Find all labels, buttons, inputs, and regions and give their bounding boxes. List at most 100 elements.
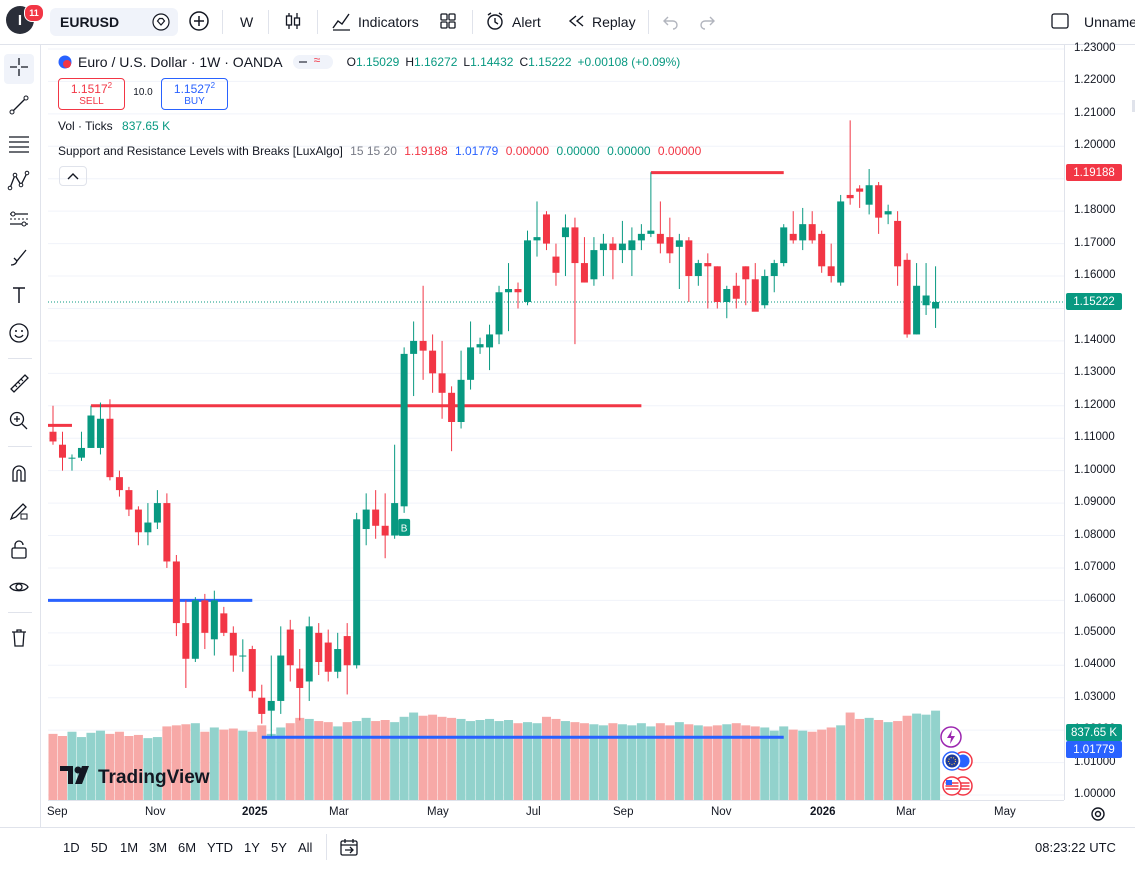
fib-tool[interactable] [4,130,34,160]
break-marker-label: B [401,523,408,534]
range-button-3m[interactable]: 3M [149,840,168,855]
chart-type-button[interactable] [282,8,304,36]
volume-bar [171,725,181,800]
redo-icon [698,11,718,34]
candle-body [552,256,560,273]
range-button-6m[interactable]: 6M [178,840,197,855]
candle-body [865,185,873,205]
symbol-search-button[interactable]: EURUSD [50,8,178,36]
drawing-mode-tool[interactable] [4,498,34,528]
volume-bar [304,718,314,800]
diamond-icon [152,13,170,31]
emoji-tool[interactable] [4,320,34,350]
range-button-1d[interactable]: 1D [63,840,80,855]
volume-bar [48,733,58,800]
undo-button[interactable] [660,8,680,36]
buy-price: 1.1527 [173,82,211,96]
range-button-5y[interactable]: 5Y [271,840,287,855]
volume-bar [598,725,608,800]
candle-body [675,240,683,247]
lightning-icon[interactable] [940,726,962,748]
candle-body [628,240,636,251]
time-axis[interactable] [48,800,1064,827]
volume-bar [788,729,798,800]
forecast-tool[interactable] [4,206,34,236]
volume-bar [608,723,618,800]
time-tick-label: May [427,806,449,818]
events-flags-icon[interactable] [941,750,975,772]
price-tick-label: 1.10000 [1074,463,1116,476]
measure-tool[interactable] [4,370,34,400]
price-tick-label: 1.20000 [1074,139,1116,152]
divider [317,10,318,34]
scroll-handle[interactable] [1132,100,1135,112]
layouts-button[interactable] [438,8,458,36]
volume-bar [466,721,476,800]
hide-drawings-tool[interactable] [4,574,34,604]
price-tick-label: 1.18000 [1074,204,1116,217]
candle-body [827,266,835,277]
candle-body [524,240,531,302]
volume-bar [826,727,836,800]
sell-button[interactable]: 1.15172 SELL [58,78,125,110]
price-tick-label: 1.12000 [1074,398,1116,411]
divider [8,358,32,359]
indicator-value: 0.00000 [607,144,651,158]
volume-legend[interactable]: Vol · Ticks 837.65 K [58,119,170,133]
volume-bar [257,725,267,800]
volume-bar [893,721,903,800]
crosshair-tool[interactable] [4,54,34,84]
remove-drawings-tool[interactable] [4,624,34,654]
alert-button[interactable]: Alert [484,8,541,36]
candle-body [201,600,209,633]
indicator-legend[interactable]: Support and Resistance Levels with Break… [58,144,701,158]
pattern-icon [7,170,31,197]
collapse-legend-button[interactable] [59,166,87,186]
volume-bar [760,727,770,800]
volume-bar [342,722,352,800]
candle-body [808,224,816,241]
interval-button[interactable]: W [240,8,253,36]
divider [268,10,269,34]
range-button-all[interactable]: All [298,840,313,855]
alarm-clock-icon [484,10,506,35]
replay-button[interactable]: Replay [566,8,636,36]
indicators-button[interactable]: Indicators [330,8,419,36]
range-button-1y[interactable]: 1Y [244,840,260,855]
volume-bar [95,730,105,800]
last-price-tag: 1.15222 [1066,293,1122,311]
candle-body [391,503,399,536]
price-tick-label: 1.01000 [1074,755,1116,768]
support-price-tag: 1.01779 [1066,741,1122,758]
magnet-tool[interactable] [4,460,34,490]
range-button-1m[interactable]: 1M [120,840,139,855]
compare-add-button[interactable] [187,8,211,36]
trend-line-tool[interactable] [4,92,34,122]
zoom-tool[interactable] [4,408,34,438]
go-to-date-icon[interactable] [338,836,360,858]
volume-bar [333,726,343,800]
us-events-icon[interactable] [941,775,975,797]
text-tool[interactable] [4,282,34,312]
candle-body [761,276,769,306]
price-scale[interactable] [1064,45,1135,800]
volume-bar [674,722,684,800]
buy-button[interactable]: 1.15272 BUY [161,78,228,110]
clock[interactable]: 08:23:22 UTC [1035,840,1116,855]
volume-bar [485,718,495,800]
price-chart[interactable]: B [48,45,1064,800]
brush-tool[interactable] [4,244,34,274]
status-pill[interactable]: ≈ [292,53,333,69]
candle-body [400,353,408,507]
volume-bar [769,730,779,800]
settings-gear-icon[interactable] [1088,804,1108,824]
range-button-ytd[interactable]: YTD [207,840,233,855]
layout-name-button[interactable]: Unname [1050,8,1135,36]
sell-price: 1.1517 [70,82,108,96]
redo-button[interactable] [698,8,718,36]
volume-bar [551,718,561,800]
pattern-tool[interactable] [4,168,34,198]
price-tick-label: 1.17000 [1074,236,1116,249]
range-button-5d[interactable]: 5D [91,840,108,855]
lock-drawings-tool[interactable] [4,536,34,566]
